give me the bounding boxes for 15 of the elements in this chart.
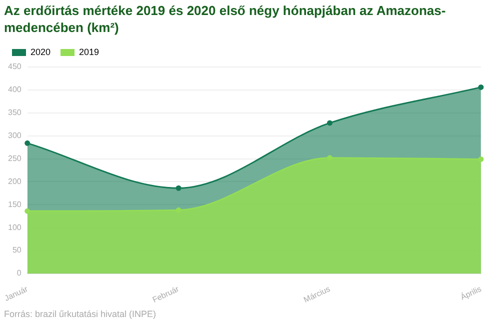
text: Forrás: brazil űrkutatási hivatal (INPE) [4,309,156,319]
y-tick-label: 350 [8,108,22,118]
legend-label: 2019 [79,46,100,57]
y-tick-label: 300 [8,131,22,140]
y-tick-label: 400 [8,85,22,94]
y-tick-label: 0 [16,268,22,278]
y-tick-label: 200 [8,176,22,186]
y-tick-label: 50 [12,246,22,255]
y-tick-label: 150 [8,200,22,209]
y-tick-label: 250 [8,154,22,163]
x-tick-label: Április [459,284,483,302]
chart-title: Az erdőirtás mértéke 2019 és 2020 első négy hónapjában az Amazonas-medencében (km²) [4,2,447,36]
y-tick-label: 100 [8,222,22,232]
y-tick-label: 450 [8,62,22,72]
legend-label: 2020 [30,46,51,57]
